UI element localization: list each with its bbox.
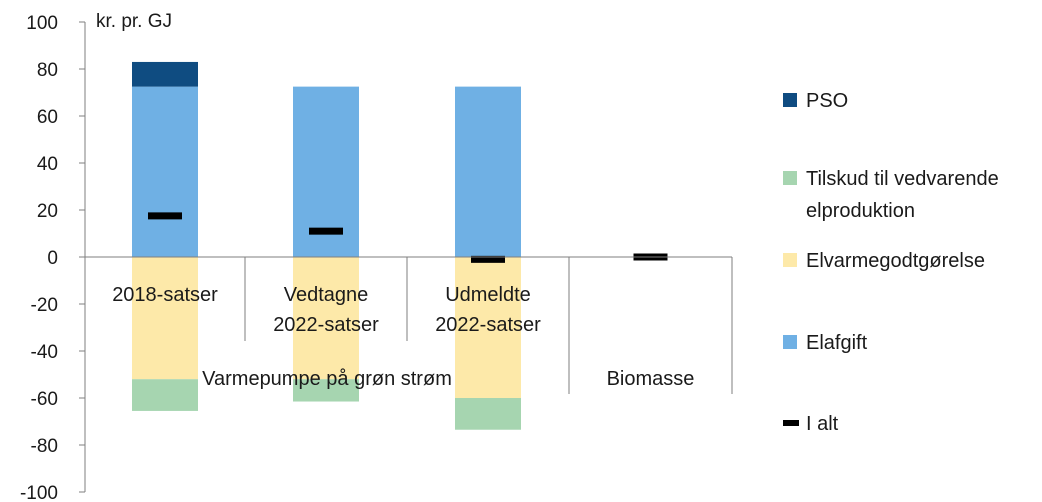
legend-label-tilskud-til-vedvarende-elproduktion: elproduktion (806, 200, 915, 222)
legend-label-i-alt: I alt (806, 413, 839, 435)
category-label: 2022-satser (273, 314, 379, 336)
total-marker-2 (309, 227, 343, 235)
bar-elafgift-1 (132, 86, 198, 257)
bar-pso-1 (132, 61, 198, 87)
category-label: Vedtagne (284, 284, 369, 306)
y-tick-label: 100 (26, 13, 58, 34)
bar-tilskud-til-vedvarende-elproduktion-2 (293, 379, 359, 402)
y-tick-label: -20 (31, 295, 58, 316)
bar-elvarmegodtg-relse-2 (293, 257, 359, 380)
y-tick-label: 80 (37, 60, 58, 81)
bar-tilskud-til-vedvarende-elproduktion-1 (132, 379, 198, 411)
legend-label-elvarmegodtg-relse: Elvarmegodtgørelse (806, 250, 985, 272)
legend-swatch-pso (783, 93, 797, 107)
legend-swatch-tilskud-til-vedvarende-elproduktion (783, 171, 797, 185)
y-unit-label: kr. pr. GJ (96, 11, 172, 32)
category-label: Udmeldte (445, 284, 531, 306)
group-label: Varmepumpe på grøn strøm (202, 368, 452, 390)
y-tick-label: 60 (37, 107, 58, 128)
legend-label-elafgift: Elafgift (806, 332, 868, 354)
bar-elvarmegodtg-relse-3 (455, 257, 521, 398)
y-tick-label: 0 (47, 248, 58, 269)
y-tick-label: 20 (37, 201, 58, 222)
y-tick-label: 40 (37, 154, 58, 175)
legend-label-pso: PSO (806, 90, 848, 112)
bar-tilskud-til-vedvarende-elproduktion-3 (455, 398, 521, 430)
bar-elvarmegodtg-relse-1 (132, 257, 198, 380)
y-tick-label: -100 (20, 483, 58, 502)
axes-layer: 100 80 60 40 20 0 -20 -40 -60 -80 -100 (20, 13, 733, 502)
group-label: Biomasse (607, 368, 695, 390)
category-label: 2018-satser (112, 284, 218, 306)
category-labels-layer: 2018-satser Vedtagne 2022-satser Udmeldte 20… (112, 284, 694, 390)
y-tick-label: -60 (31, 389, 58, 410)
total-marker-1 (148, 212, 182, 220)
legend-swatch-elvarmegodtg-relse (783, 253, 797, 267)
y-tick-label: -80 (31, 436, 58, 457)
y-tick-label: -40 (31, 342, 58, 363)
total-marker-3 (471, 255, 505, 263)
legend-swatch-i-alt (783, 420, 799, 426)
legend-label-tilskud-til-vedvarende-elproduktion: Tilskud til vedvarende (806, 168, 999, 190)
bar-elafgift-3 (455, 86, 521, 257)
category-label: 2022-satser (435, 314, 541, 336)
totals-layer (148, 212, 668, 263)
legend-swatch-elafgift (783, 335, 797, 349)
legend: PSO Tilskud til vedvarende elproduktion Elv… (783, 90, 999, 435)
